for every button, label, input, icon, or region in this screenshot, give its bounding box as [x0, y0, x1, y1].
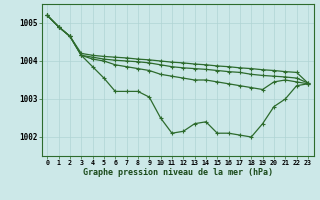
- X-axis label: Graphe pression niveau de la mer (hPa): Graphe pression niveau de la mer (hPa): [83, 168, 273, 177]
